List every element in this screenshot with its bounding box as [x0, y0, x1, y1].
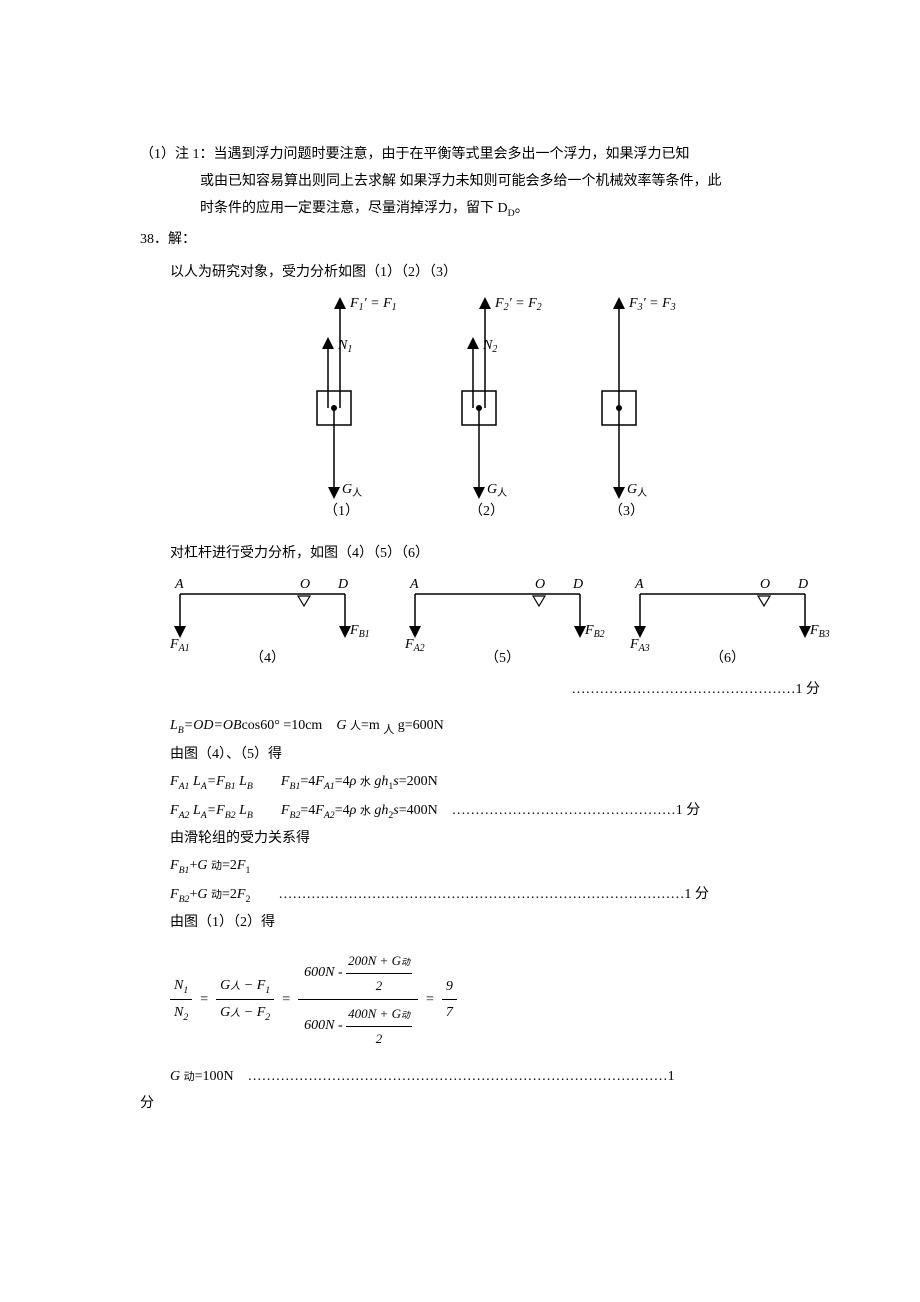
note1-t3: 时条件的应用一定要注意，尽量消掉浮力，留下 D	[200, 201, 508, 216]
d5-A: A	[409, 577, 419, 592]
fen-last: 分	[140, 1091, 830, 1116]
big-eq: N1 N2 = G人 − F1 G人 − F2 = 600N - 200N + …	[170, 947, 830, 1052]
eq3: FA1 LA=FB1 LB FB1=4FA1=4ρ 水 gh1s=200N	[170, 769, 830, 795]
d5-O: O	[535, 577, 545, 592]
d3-ftop: F3′ = F3	[628, 296, 676, 313]
d5-D: D	[572, 577, 583, 592]
d4-FA: FA1	[169, 637, 190, 654]
dots2: …………………………………………1 分	[452, 803, 701, 818]
d4-A: A	[174, 577, 184, 592]
diagram-123: F1′ = F1 N1 G人 （1） F2′ = F2 N2 G人 （2） F3…	[260, 293, 720, 533]
d5-FA: FA2	[404, 637, 425, 654]
d2-label: （2）	[469, 503, 504, 519]
d6-O: O	[760, 577, 770, 592]
d4-FB: FB1	[349, 623, 370, 640]
d5-label: （5）	[485, 650, 520, 666]
note1-line1: （1）注 1：当遇到浮力问题时要注意，由于在平衡等式里会多出一个浮力，如果浮力已…	[140, 142, 830, 167]
eq8-row: G 动=100N ………………………………………………………………………………1	[170, 1064, 830, 1089]
d5-FB: FB2	[584, 623, 605, 640]
diagram-456: A O D FA1 FB1 （4） A O D FA2 FB2 （5） A O …	[160, 574, 840, 669]
eq7-intro: 由图（1）（2）得	[170, 910, 830, 935]
note1-t3sub: D	[508, 208, 515, 219]
eq5: FB1+G 动=2F1	[170, 853, 830, 879]
q38-label: 38．解：	[140, 227, 830, 252]
eq2-intro: 由图（4）、（5）得	[170, 742, 830, 767]
dots1: …………………………………………1 分	[140, 677, 830, 702]
lever-intro: 对杠杆进行受力分析，如图（4）（5）（6）	[170, 541, 830, 566]
eq4-row: FA2 LA=FB2 LB FB2=4FA2=4ρ 水 gh2s=400N ………	[170, 798, 830, 824]
d1-ftop: F1′ = F1	[349, 296, 397, 313]
note1-label: （1）注 1：	[140, 147, 214, 162]
d2-n: N2	[482, 338, 497, 355]
d4-O: O	[300, 577, 310, 592]
pulley-intro: 由滑轮组的受力关系得	[170, 826, 830, 851]
d4-label: （4）	[250, 650, 285, 666]
d6-D: D	[797, 577, 808, 592]
d3-g: G人	[627, 482, 647, 499]
d1-g: G人	[342, 482, 362, 499]
d1-label: （1）	[324, 503, 359, 519]
note1-t1: 当遇到浮力问题时要注意，由于在平衡等式里会多出一个浮力，如果浮力已知	[214, 147, 690, 162]
d3-label: （3）	[609, 503, 644, 519]
d6-A: A	[634, 577, 644, 592]
d4-D: D	[337, 577, 348, 592]
dots4: ………………………………………………………………………………1	[248, 1069, 675, 1084]
dots3: ……………………………………………………………………………1 分	[278, 887, 709, 902]
note1-line3: 时条件的应用一定要注意，尽量消掉浮力，留下 DD。	[200, 196, 830, 222]
d6-FA: FA3	[629, 637, 650, 654]
q38-intro: 以人为研究对象，受力分析如图（1）（2）（3）	[170, 260, 830, 285]
d2-ftop: F2′ = F2	[494, 296, 542, 313]
note1-t2: 或由已知容易算出则同上去求解 如果浮力未知则可能会多给一个机械效率等条件，此	[200, 174, 722, 189]
note1-t3end: 。	[515, 201, 529, 216]
d1-n: N1	[337, 338, 352, 355]
eq1: LB=OD=OBcos60° =10cm G 人=m 人 g=600N	[170, 713, 830, 741]
eq6-row: FB2+G 动=2F2 ……………………………………………………………………………	[170, 882, 830, 908]
note1-line2: 或由已知容易算出则同上去求解 如果浮力未知则可能会多给一个机械效率等条件，此	[200, 169, 830, 194]
d6-label: （6）	[710, 650, 745, 666]
d6-FB: FB3	[809, 623, 830, 640]
d2-g: G人	[487, 482, 507, 499]
